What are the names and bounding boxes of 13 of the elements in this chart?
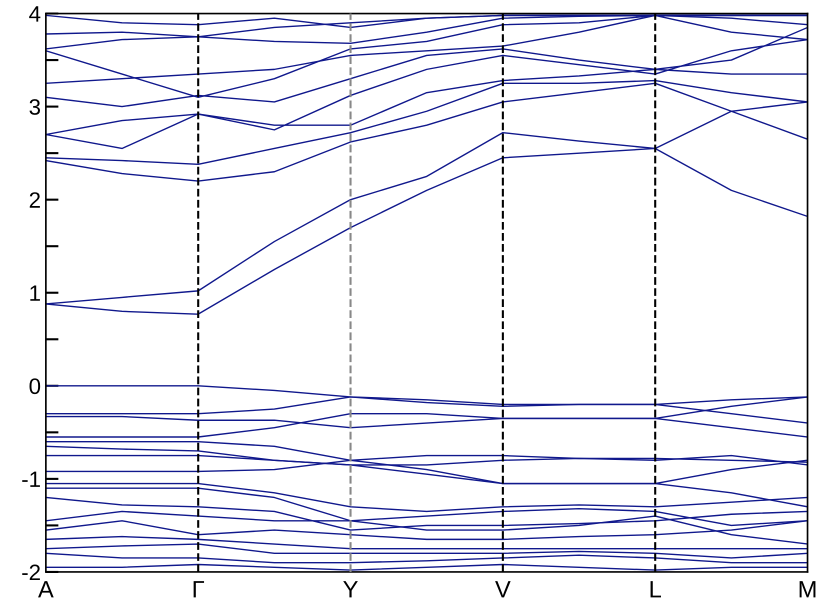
y-tick-label: 2 xyxy=(30,192,40,208)
x-tick-label: Γ xyxy=(194,581,204,598)
y-tick-label: 0 xyxy=(30,378,40,394)
x-tick-label: V xyxy=(495,581,511,598)
y-tick-label: 4 xyxy=(29,6,40,22)
x-tick-label: M xyxy=(800,581,816,598)
y-tick-label: 1 xyxy=(30,286,40,301)
x-tick-label: A xyxy=(38,581,54,598)
x-tick-label: L xyxy=(650,581,661,598)
y-tick-label: -2 xyxy=(22,564,40,580)
y-tick-label: -1 xyxy=(22,472,40,487)
y-tick-label: 3 xyxy=(29,99,40,115)
x-tick-label: Y xyxy=(343,581,358,598)
